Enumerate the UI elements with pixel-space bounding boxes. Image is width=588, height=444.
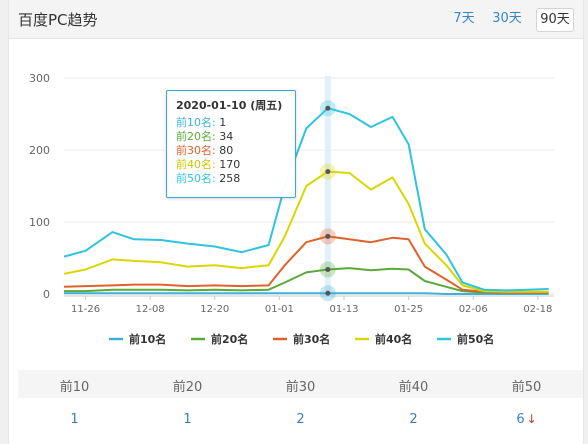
legend-label: 前20名 — [211, 332, 248, 346]
rank-summary-table: 前10 前20 前30 前40 前50 1 1 2 2 6 ↓ — [18, 370, 583, 438]
rank-value-top20[interactable]: 1 — [183, 412, 192, 427]
tooltip-value: 34 — [219, 130, 234, 143]
highlight-point — [325, 290, 331, 296]
tooltip-date: 2020-01-10 (周五) — [176, 99, 283, 112]
series-line-前30名 — [63, 235, 549, 294]
legend-label: 前30名 — [293, 332, 330, 346]
trend-chart: 0 100 200 300 11-26 12-08 12-20 01-01 01-13 01-25… — [29, 72, 554, 346]
x-tick-label: 01-01 — [265, 304, 294, 315]
tooltip-label: 前10名: — [176, 116, 216, 129]
tooltip-label: 前20名: — [176, 130, 216, 143]
x-tick-label: 02-18 — [523, 304, 552, 315]
x-tick-label: 12-20 — [200, 304, 229, 315]
legend-label: 前40名 — [375, 332, 412, 346]
rank-value-top50-wrap[interactable]: 6 ↓ — [470, 412, 583, 427]
legend-label: 前10名 — [129, 332, 166, 346]
tooltip-row-top30: 前30名: 80 — [176, 144, 295, 158]
y-tick-label: 200 — [29, 144, 50, 157]
x-tick-label: 02-06 — [459, 304, 488, 315]
rank-header-top50: 前50 — [511, 380, 542, 395]
y-tick-label: 300 — [29, 72, 50, 85]
tooltip-label: 前30名: — [176, 144, 216, 157]
tooltip-value: 258 — [219, 172, 241, 185]
tooltip-value: 1 — [219, 116, 227, 129]
chart-tooltip: 2020-01-10 (周五) 前10名: 1 前20名: 34 前30名: 8… — [166, 90, 296, 198]
series-line-前50名 — [63, 107, 549, 292]
tooltip-label: 前40名: — [176, 158, 216, 171]
y-tick-label: 100 — [29, 216, 50, 229]
legend-label: 前50名 — [457, 332, 494, 346]
range-30d-button[interactable]: 30天 — [492, 11, 522, 26]
panel-header: 百度PC趋势 7天 30天 90天 — [9, 0, 583, 39]
rank-header-top30: 前30 — [285, 380, 316, 395]
series-line-前40名 — [63, 170, 549, 293]
rank-value-top10[interactable]: 1 — [70, 412, 79, 427]
x-tick-label: 12-08 — [136, 304, 165, 315]
rank-value-row: 1 1 2 2 6 ↓ — [18, 398, 583, 438]
x-tick-label: 01-25 — [394, 304, 423, 315]
trend-panel: 百度PC趋势 7天 30天 90天 0 100 200 300 11-26 12-08 12… — [8, 0, 584, 444]
arrow-down-icon: ↓ — [526, 412, 537, 426]
rank-value-top50[interactable]: 6 — [516, 412, 525, 427]
tooltip-row-top10: 前10名: 1 — [176, 116, 295, 130]
highlight-point — [325, 233, 331, 239]
tooltip-value: 80 — [219, 144, 234, 157]
tooltip-row-top50: 前50名: 258 — [176, 172, 295, 186]
highlight-point — [325, 267, 331, 273]
rank-header-top20: 前20 — [172, 380, 203, 395]
tooltip-row-top20: 前20名: 34 — [176, 130, 295, 144]
rank-header-top10: 前10 — [59, 380, 90, 395]
tooltip-value: 170 — [219, 158, 241, 171]
range-7d-button[interactable]: 7天 — [453, 11, 475, 26]
rank-header-row: 前10 前20 前30 前40 前50 — [18, 370, 583, 398]
rank-value-top40[interactable]: 2 — [409, 412, 418, 427]
hover-band — [324, 76, 331, 296]
highlight-point — [325, 105, 331, 111]
rank-value-top30[interactable]: 2 — [296, 412, 305, 427]
highlight-point — [325, 169, 331, 175]
y-tick-label: 0 — [43, 288, 50, 301]
x-tick-label: 11-26 — [71, 304, 100, 315]
rank-header-top40: 前40 — [398, 380, 429, 395]
x-tick-label: 01-13 — [329, 304, 358, 315]
panel-title: 百度PC趋势 — [18, 11, 98, 29]
series-line-前10名 — [64, 292, 549, 295]
tooltip-row-top40: 前40名: 170 — [176, 158, 295, 172]
range-90d-button[interactable]: 90天 — [536, 8, 574, 32]
tooltip-label: 前50名: — [176, 172, 216, 185]
